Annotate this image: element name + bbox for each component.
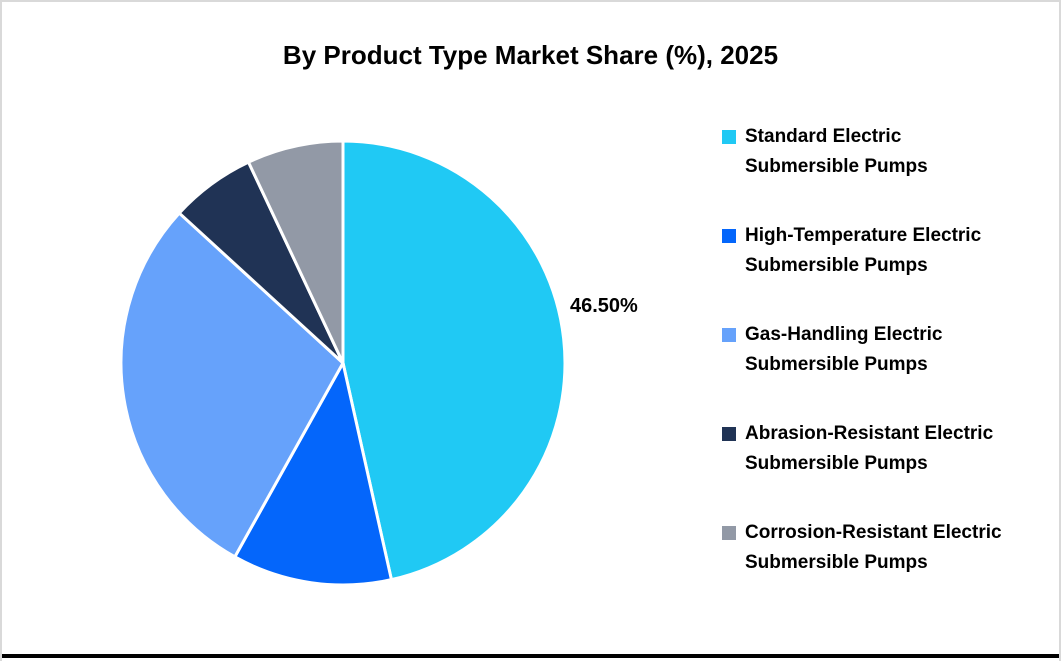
chart-title: By Product Type Market Share (%), 2025 (282, 40, 779, 70)
legend-swatch (722, 328, 736, 342)
pie-slice-1[interactable] (233, 361, 393, 587)
legend-item-2[interactable]: Gas-Handling Electric Submersible Pumps (722, 320, 1052, 380)
legend-label: Corrosion-Resistant Electric Submersible … (745, 522, 1002, 573)
legend-label: Abrasion-Resistant Electric Submersible P… (745, 423, 994, 474)
legend-swatch (722, 427, 736, 441)
pie-slice-4[interactable] (246, 139, 345, 365)
legend-label: Gas-Handling Electric Submersible Pumps (745, 324, 943, 375)
pie-chart (119, 139, 567, 587)
pie-data-label: 46.50% (570, 295, 638, 317)
pie-slice-0[interactable] (341, 139, 567, 582)
legend-label: Standard Electric Submersible Pumps (745, 126, 928, 177)
bottom-border-bar (2, 654, 1059, 658)
pie-slice-2[interactable] (119, 211, 345, 559)
legend-swatch (722, 526, 736, 540)
legend-item-4[interactable]: Corrosion-Resistant Electric Submersible … (722, 518, 1052, 578)
legend-item-3[interactable]: Abrasion-Resistant Electric Submersible P… (722, 419, 1052, 479)
chart-legend: Standard Electric Submersible Pumps High-… (722, 122, 1052, 617)
legend-item-0[interactable]: Standard Electric Submersible Pumps (722, 122, 1052, 182)
legend-swatch (722, 229, 736, 243)
legend-swatch (722, 130, 736, 144)
legend-item-1[interactable]: High-Temperature Electric Submersible Pum… (722, 221, 1052, 281)
legend-label: High-Temperature Electric Submersible Pum… (745, 225, 982, 276)
